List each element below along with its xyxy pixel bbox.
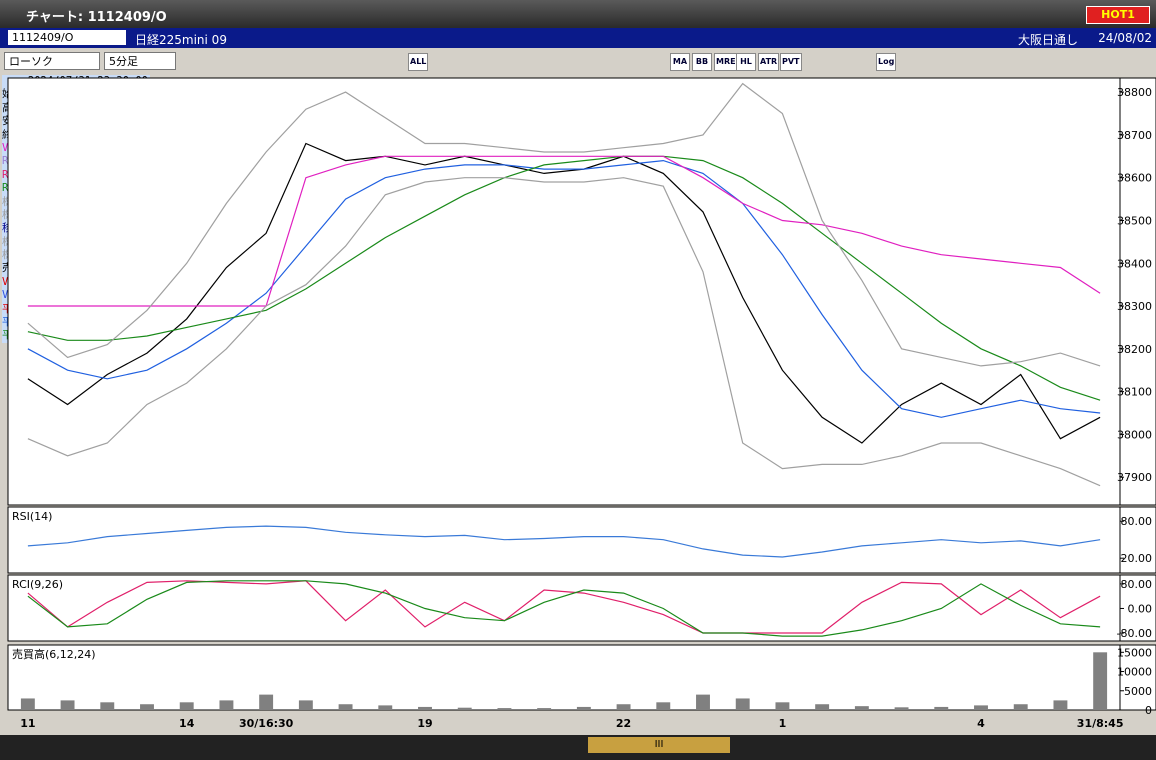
volume-bar <box>576 706 591 710</box>
volume-bar <box>1013 704 1028 710</box>
y-tick-label: 37900 <box>1117 471 1152 484</box>
volume-bar <box>735 698 750 710</box>
volume-bar <box>974 705 988 710</box>
y-tick-label: 38600 <box>1117 172 1152 185</box>
volume-bar <box>934 706 949 710</box>
pane-title: RSI(14) <box>12 510 52 523</box>
x-tick-label: 11 <box>20 717 35 730</box>
x-tick-label: 1 <box>779 717 787 730</box>
hot-button[interactable]: HOT1 <box>1086 6 1150 24</box>
pane-title: RCI(9,26) <box>12 578 63 591</box>
date: 24/08/02 <box>1098 31 1152 45</box>
volume-bar <box>338 704 353 710</box>
y-tick-label: 20.00 <box>1121 552 1153 565</box>
volume-bar <box>259 694 274 710</box>
y-tick-label: 38200 <box>1117 343 1152 356</box>
volume-bar <box>219 700 234 710</box>
y-tick-label: 38400 <box>1117 257 1152 270</box>
volume-bar <box>179 702 194 710</box>
pane <box>7 77 1121 506</box>
toolbar-button[interactable]: MRE <box>714 53 738 71</box>
y-tick-label: -80.00 <box>1117 627 1152 640</box>
interval-select[interactable]: 5分足 <box>104 52 176 70</box>
chart-type-select[interactable]: ローソク <box>4 52 100 70</box>
volume-bar <box>1093 652 1108 710</box>
chart-area: 37900 38000 38100 38200 38300 38400 38500 38600… <box>7 77 1156 730</box>
y-tick-label: 0.00 <box>1128 602 1153 615</box>
toolbar-button[interactable]: PVT <box>780 53 802 71</box>
scrollbar[interactable]: III <box>0 735 1156 760</box>
volume-bar <box>854 706 869 710</box>
volume-bar <box>894 707 909 710</box>
volume-bar <box>1053 700 1068 710</box>
x-tick-label: 19 <box>417 717 432 730</box>
volume-bar <box>298 700 313 710</box>
title-bar: チャート: 1112409/O HOT1 <box>0 0 1156 28</box>
scroll-thumb[interactable]: III <box>588 737 730 753</box>
y-tick-label: 38700 <box>1117 129 1152 142</box>
y-tick-label: 5000 <box>1124 685 1152 698</box>
toolbar-button[interactable]: Log <box>876 53 897 71</box>
volume-bar <box>696 694 710 710</box>
series-line <box>27 159 1101 418</box>
x-tick-label: 4 <box>977 717 985 730</box>
series-line <box>27 177 1101 487</box>
volume-bar <box>537 708 552 710</box>
symbol-input[interactable]: 1112409/O <box>8 30 126 45</box>
volume-bar <box>656 702 671 710</box>
pane-title: 売買高(6,12,24) <box>12 647 96 661</box>
series-line <box>27 82 1101 367</box>
volume-bar <box>100 702 115 710</box>
volume-bar <box>418 706 432 710</box>
series-line <box>27 155 1101 401</box>
series-line <box>27 580 1101 637</box>
volume-bar <box>20 698 35 710</box>
y-tick-label: 10000 <box>1117 666 1152 679</box>
y-tick-label: 38800 <box>1117 86 1152 99</box>
y-tick-label: 38000 <box>1117 428 1152 441</box>
toolbar: ローソク 5分足 ALL MA BB MRE HL ATR PVT Log <box>0 48 1156 75</box>
pane <box>7 506 1121 574</box>
volume-bar <box>497 708 512 710</box>
y-tick-label: 38300 <box>1117 300 1152 313</box>
y-tick-label: 80.00 <box>1121 578 1153 591</box>
toolbar-button[interactable]: HL <box>736 53 756 71</box>
toolbar-button[interactable]: BB <box>692 53 712 71</box>
x-tick-label: 30/16:30 <box>239 717 294 730</box>
volume-bar <box>616 704 631 710</box>
toolbar-button[interactable]: MA <box>670 53 690 71</box>
series-line <box>27 525 1101 558</box>
window-title: チャート: 1112409/O <box>26 10 167 25</box>
toolbar-button[interactable]: ALL <box>408 53 429 71</box>
x-tick-label: 31/8:45 <box>1077 717 1124 730</box>
volume-bar <box>815 704 830 710</box>
volume-bar <box>378 705 393 710</box>
y-tick-label: 38500 <box>1117 214 1152 227</box>
pane <box>7 644 1121 711</box>
pane <box>7 574 1121 642</box>
y-tick-label: 0 <box>1145 704 1152 717</box>
instrument-name: 日経225mini 09 <box>135 33 227 47</box>
symbol-bar: 1112409/O 日経225mini 09 大阪日通し 24/08/02 <box>0 28 1156 48</box>
y-axis-area <box>1119 77 1156 506</box>
volume-bar <box>140 704 154 710</box>
volume-bar <box>60 700 75 710</box>
x-tick-label: 14 <box>179 717 195 730</box>
series-line <box>27 142 1101 444</box>
x-tick-label: 22 <box>616 717 631 730</box>
y-tick-label: 15000 <box>1117 646 1152 659</box>
y-axis-area <box>1119 506 1156 574</box>
volume-bar <box>457 707 472 710</box>
series-line <box>27 155 1101 307</box>
y-axis-area <box>1119 644 1156 711</box>
toolbar-button[interactable]: ATR <box>758 53 780 71</box>
y-tick-label: 38100 <box>1117 386 1152 399</box>
session: 大阪日通し <box>1017 33 1078 47</box>
volume-bar <box>775 702 790 710</box>
y-tick-label: 80.00 <box>1121 515 1153 528</box>
